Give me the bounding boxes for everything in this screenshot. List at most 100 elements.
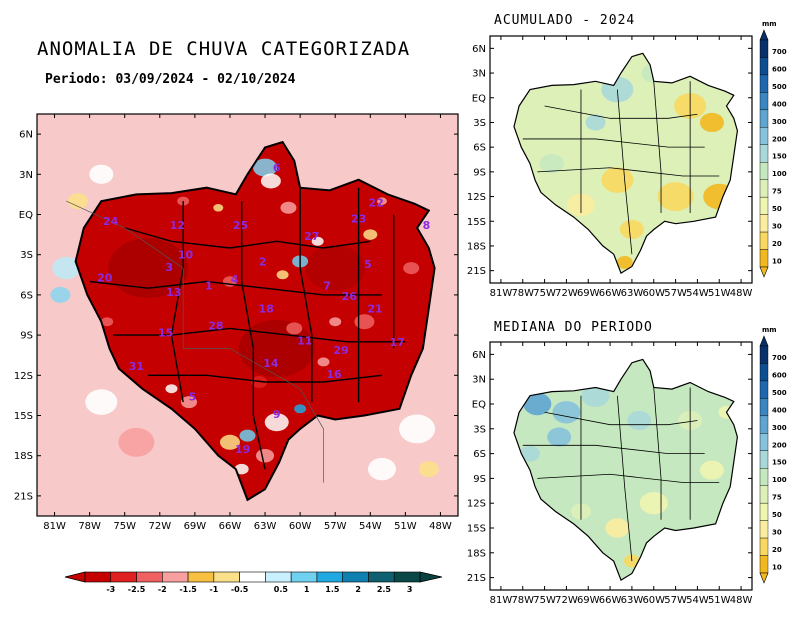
acc-vcolorbar-swatch [759,231,769,250]
acc-frame [489,35,753,284]
main-lon-tick: 57W [324,521,347,532]
colorbar-label: 0.5 [274,585,289,594]
acc-lat-tick: 21S [467,266,486,277]
med-basin-outline [513,358,739,581]
main-lon-tick: 51W [394,521,417,532]
main-lon-tick: 75W [113,521,136,532]
acc-vcolorbar-swatch [759,74,769,93]
med-lat-tick: 6S [473,449,486,460]
med-lon-tick: 57W [664,595,687,606]
acc-unit-label: mm [762,20,777,28]
basin-label: 15 [158,326,173,339]
acc-lon-tick: 51W [708,288,731,299]
acc-lon-tick: 63W [621,288,644,299]
colorbar-swatch [265,571,292,583]
main-lat-tick: EQ [19,210,33,221]
med-lat-tick: 21S [467,573,486,584]
acc-vcolorbar-label: 75 [772,188,782,196]
acc-lat-tick: 6S [473,143,486,154]
acc-lat-tick: 15S [467,217,486,228]
acc-lon-tick: 60W [642,288,665,299]
med-vcolorbar-swatch [759,520,769,539]
basin-label: 28 [208,320,223,333]
acc-lon-tick: 72W [555,288,578,299]
med-vcolorbar-swatch [759,485,769,504]
basin-label: 22 [368,196,383,209]
acc-lon-tick: 78W [511,288,534,299]
med-lat-tick: 9S [473,474,486,485]
acc-vcolorbar-swatch [759,214,769,233]
basin-label: 11 [297,334,312,347]
main-lon-tick: 63W [254,521,277,532]
med-vcolorbar-swatch [759,450,769,469]
acc-basin-outline [513,52,739,274]
acc-lat-tick: 18S [467,241,486,252]
acc-lat-tick: 6N [472,44,486,55]
main-lat-tick: 15S [14,411,33,422]
med-vcolorbar-swatch [759,502,769,521]
med-vcolorbar-label: 200 [772,441,787,449]
acc-vcolorbar-label: 700 [772,48,787,56]
main-lat-tick: 3N [19,170,33,181]
basin-label: 27 [304,230,319,243]
med-lon-tick: 51W [708,595,731,606]
main-lat-tick: 6S [20,290,33,301]
anomaly-map-field [37,114,458,516]
basin-label: 8 [423,219,431,232]
med-lat-tick: 12S [467,499,486,510]
acc-lat-tick: 9S [473,167,486,178]
acc-vcolorbar-swatch [759,249,769,268]
acc-vcolorbar-swatch [759,127,769,145]
accumulated-panel-title: ACUMULADO - 2024 [494,13,636,28]
basin-label: 4 [231,273,239,286]
acc-lon-tick: 75W [533,288,556,299]
acc-vcolorbar-bottom-arrow [759,266,769,278]
colorbar-swatch [162,571,189,583]
med-lat-tick: EQ [472,400,486,411]
period-label: Periodo: 03/09/2024 - 02/10/2024 [45,72,296,87]
basin-label: 18 [259,302,274,315]
med-vcolorbar-swatch [759,415,769,434]
acc-vcolorbar-swatch [759,39,769,58]
basin-label: 6 [273,162,281,175]
basin-label: 17 [390,336,405,349]
acc-vcolorbar-label: 500 [772,83,787,91]
colorbar-swatch [136,571,163,583]
med-vcolorbar-top-arrow [759,335,769,347]
main-lat-tick: 18S [14,451,33,462]
med-vcolorbar-bottom-arrow [759,572,769,584]
acc-vcolorbar-label: 400 [772,100,787,108]
colorbar-swatch [239,571,266,583]
main-lon-tick: 48W [429,521,452,532]
acc-vcolorbar-label: 50 [772,205,782,213]
main-lat-tick: 12S [14,371,33,382]
med-vcolorbar-label: 300 [772,424,787,432]
main-lon-tick: 66W [219,521,242,532]
main-frame [36,113,459,517]
acc-vcolorbar-label: 100 [772,170,787,178]
acc-vcolorbar-swatch [759,92,769,111]
acc-vcolorbar-swatch [759,57,769,76]
colorbar-swatch [290,571,318,583]
basin-label: 21 [367,302,382,315]
colorbar-swatch [110,571,137,583]
med-unit-label: mm [762,326,777,334]
colorbar-label: -2.5 [128,585,146,594]
acc-lat-tick: 12S [467,192,486,203]
main-lon-tick: 78W [78,521,101,532]
colorbar-swatch [213,571,240,583]
med-lon-tick: 63W [621,595,644,606]
med-vcolorbar-label: 700 [772,354,787,362]
acc-vcolorbar-label: 20 [772,240,782,248]
med-vcolorbar-label: 20 [772,546,782,554]
main-lon-tick: 54W [359,521,382,532]
colorbar-label: 1.5 [325,585,340,594]
colorbar-label: -0.5 [231,585,249,594]
med-frame [489,341,753,591]
acc-vcolorbar-swatch [759,179,769,198]
basin-label: 10 [178,249,194,262]
colorbar-label: -1.5 [179,585,197,594]
colorbar-left-arrow [64,571,86,583]
colorbar-label: -3 [106,585,115,594]
